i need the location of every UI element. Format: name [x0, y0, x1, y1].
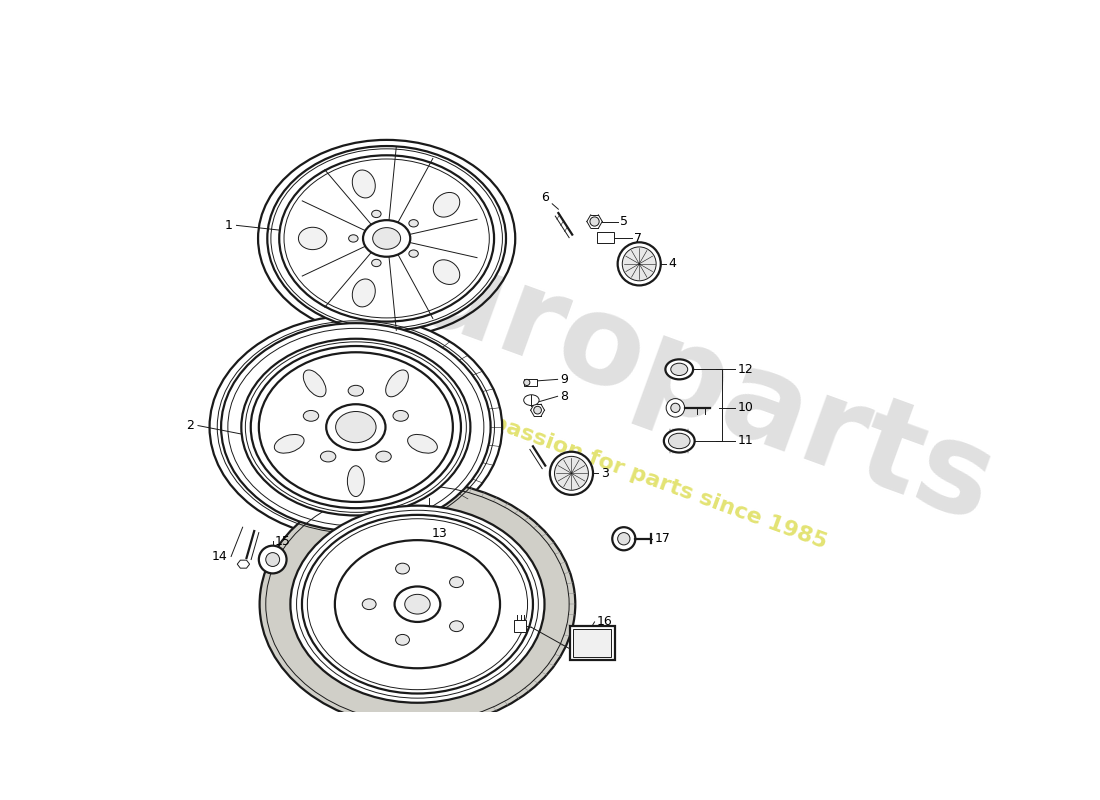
Text: 5: 5	[620, 215, 628, 228]
Ellipse shape	[408, 434, 438, 453]
Ellipse shape	[590, 217, 600, 226]
Ellipse shape	[450, 621, 463, 632]
Ellipse shape	[534, 406, 541, 414]
Ellipse shape	[664, 430, 695, 453]
Text: 8: 8	[560, 390, 568, 403]
Ellipse shape	[405, 594, 430, 614]
Ellipse shape	[336, 411, 376, 442]
Ellipse shape	[373, 228, 400, 250]
Ellipse shape	[554, 456, 588, 490]
Bar	[515, 619, 526, 632]
Ellipse shape	[409, 250, 418, 258]
Ellipse shape	[618, 533, 630, 545]
Ellipse shape	[362, 599, 376, 610]
Ellipse shape	[279, 155, 494, 322]
Text: 7: 7	[634, 232, 641, 245]
Ellipse shape	[524, 379, 530, 386]
Ellipse shape	[363, 220, 410, 257]
Text: 1: 1	[224, 219, 233, 232]
Ellipse shape	[372, 259, 381, 266]
Ellipse shape	[393, 410, 408, 422]
Ellipse shape	[334, 540, 500, 668]
Ellipse shape	[298, 227, 327, 250]
Text: 17: 17	[654, 532, 671, 546]
Ellipse shape	[372, 210, 381, 218]
Ellipse shape	[301, 515, 534, 694]
Ellipse shape	[618, 242, 661, 286]
Ellipse shape	[221, 323, 491, 531]
Ellipse shape	[524, 394, 539, 406]
Polygon shape	[238, 560, 250, 568]
Ellipse shape	[241, 338, 471, 515]
Ellipse shape	[386, 370, 408, 397]
Ellipse shape	[258, 352, 453, 502]
Bar	[573, 629, 612, 658]
Ellipse shape	[348, 386, 363, 396]
Ellipse shape	[550, 452, 593, 495]
Ellipse shape	[258, 546, 286, 574]
Ellipse shape	[671, 403, 680, 413]
Ellipse shape	[348, 466, 364, 497]
Text: 16: 16	[597, 615, 613, 629]
Text: 12: 12	[738, 363, 754, 376]
Text: a passion for parts since 1985: a passion for parts since 1985	[468, 404, 829, 552]
Text: 6: 6	[541, 191, 549, 204]
Text: 4: 4	[669, 258, 676, 270]
Bar	[597, 232, 614, 243]
Ellipse shape	[260, 481, 575, 727]
Ellipse shape	[433, 260, 460, 285]
Ellipse shape	[304, 410, 319, 422]
Ellipse shape	[396, 634, 409, 646]
Bar	[525, 378, 537, 386]
Ellipse shape	[623, 247, 656, 281]
Text: 15: 15	[275, 534, 290, 547]
Ellipse shape	[433, 193, 460, 217]
Ellipse shape	[320, 451, 336, 462]
Ellipse shape	[396, 563, 409, 574]
Ellipse shape	[274, 434, 304, 453]
Ellipse shape	[251, 346, 461, 508]
Text: 9: 9	[560, 373, 568, 386]
Ellipse shape	[666, 359, 693, 379]
Ellipse shape	[671, 363, 688, 375]
Ellipse shape	[613, 527, 636, 550]
Ellipse shape	[266, 553, 279, 566]
Text: 2: 2	[186, 419, 195, 432]
Ellipse shape	[669, 434, 690, 449]
Text: 3: 3	[601, 467, 608, 480]
Ellipse shape	[450, 577, 463, 587]
Ellipse shape	[376, 451, 392, 462]
Text: 10: 10	[738, 402, 754, 414]
Ellipse shape	[267, 146, 506, 331]
Ellipse shape	[304, 370, 326, 397]
Text: 11: 11	[738, 434, 754, 447]
Ellipse shape	[349, 234, 359, 242]
Ellipse shape	[209, 315, 502, 538]
Text: europarts: europarts	[320, 198, 1011, 548]
Ellipse shape	[290, 506, 544, 702]
Ellipse shape	[409, 220, 418, 227]
Ellipse shape	[352, 170, 375, 198]
Ellipse shape	[395, 586, 440, 622]
Ellipse shape	[327, 404, 385, 450]
Ellipse shape	[352, 279, 375, 307]
Text: 13: 13	[431, 527, 447, 540]
Ellipse shape	[667, 398, 684, 417]
Text: 14: 14	[211, 550, 228, 563]
Bar	[570, 626, 615, 661]
